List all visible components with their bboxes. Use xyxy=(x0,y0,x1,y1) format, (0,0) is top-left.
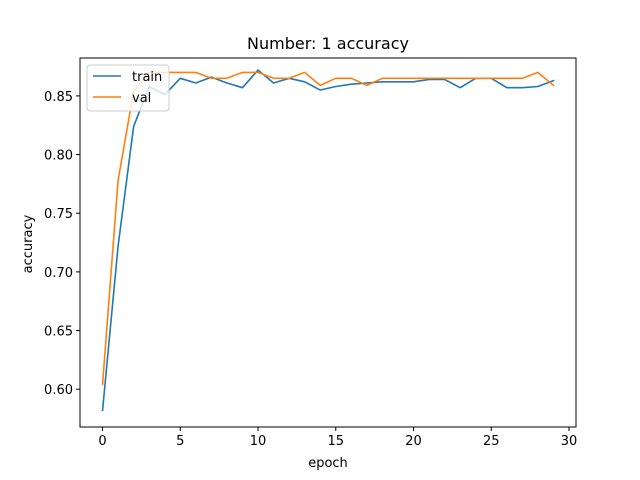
x-axis-ticks: 0 5 10 15 20 25 30 xyxy=(98,427,577,449)
x-tick-label: 10 xyxy=(250,434,267,449)
legend-label-train: train xyxy=(132,70,162,85)
y-tick-label: 0.85 xyxy=(44,90,73,105)
legend: train val xyxy=(86,64,170,112)
plot-area xyxy=(79,57,577,428)
legend-label-val: val xyxy=(132,91,151,106)
y-axis-ticks: 0.60 0.65 0.70 0.75 0.80 0.85 xyxy=(44,90,80,398)
y-tick-label: 0.60 xyxy=(44,383,73,398)
y-tick-label: 0.70 xyxy=(44,266,73,281)
y-tick-label: 0.75 xyxy=(44,207,73,222)
x-tick-label: 0 xyxy=(98,434,106,449)
axes-frame xyxy=(79,57,577,428)
series-line-val xyxy=(101,71,555,386)
chart-title: Number: 1 accuracy xyxy=(247,34,409,53)
x-tick-label: 25 xyxy=(483,434,500,449)
y-tick-label: 0.65 xyxy=(44,325,73,340)
y-axis-label: accuracy xyxy=(21,214,36,273)
x-axis-label: epoch xyxy=(308,456,348,471)
x-tick-label: 5 xyxy=(176,434,184,449)
x-tick-label: 30 xyxy=(561,434,578,449)
y-tick-label: 0.80 xyxy=(44,149,73,164)
x-tick-label: 15 xyxy=(328,434,345,449)
x-tick-label: 20 xyxy=(405,434,422,449)
